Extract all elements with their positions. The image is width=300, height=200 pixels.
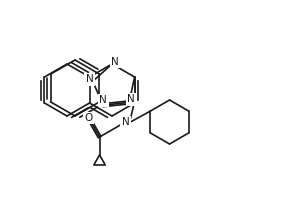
Text: N: N bbox=[122, 117, 129, 127]
Text: N: N bbox=[86, 74, 94, 84]
Text: N: N bbox=[99, 95, 107, 105]
Text: O: O bbox=[84, 113, 93, 123]
Text: N: N bbox=[111, 57, 119, 67]
Text: N: N bbox=[127, 94, 135, 104]
